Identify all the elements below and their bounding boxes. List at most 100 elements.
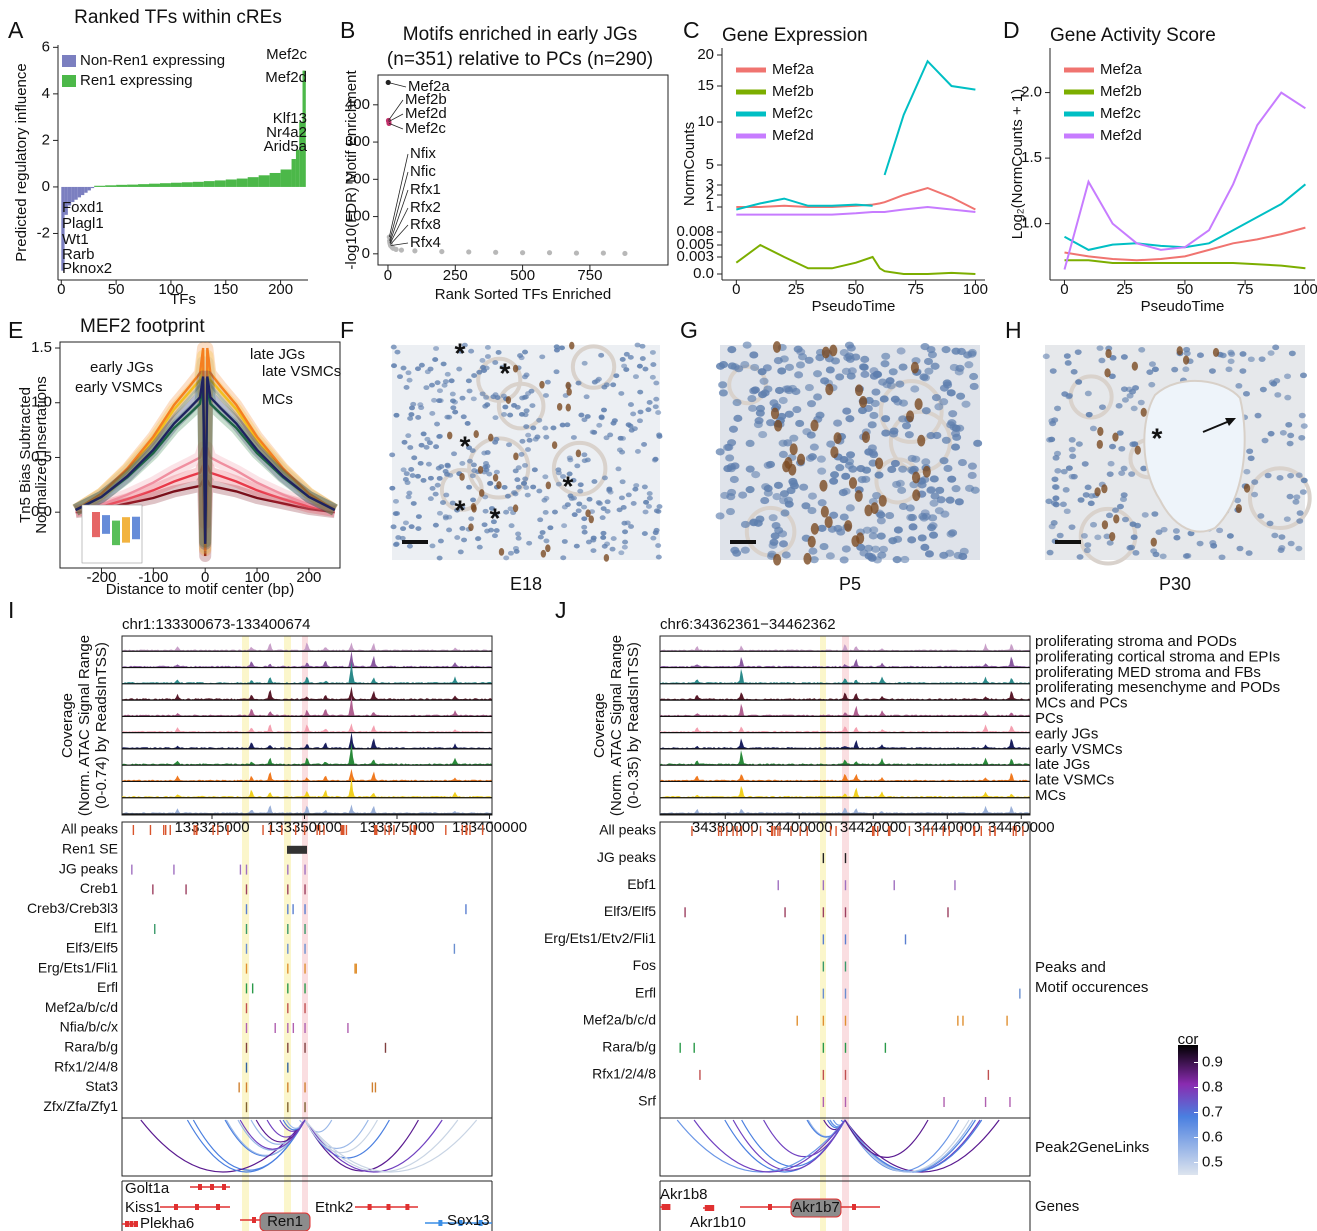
exon xyxy=(852,1204,856,1210)
bar xyxy=(236,178,248,187)
series-label: late JGs xyxy=(250,346,305,363)
gene-label: Sox13 xyxy=(447,1212,490,1229)
nucleus xyxy=(777,412,787,421)
x-tick-label: 100 xyxy=(158,281,183,298)
nucleus xyxy=(931,394,941,402)
y-tick-label: 0.0 xyxy=(31,503,52,520)
nucleus xyxy=(932,431,942,440)
nucleus xyxy=(809,556,819,564)
legend-swatch xyxy=(62,75,76,87)
y-tick-label: 2 xyxy=(706,186,714,203)
nucleus xyxy=(418,362,425,368)
coverage-track xyxy=(122,776,492,798)
stained-cell xyxy=(513,452,519,461)
nucleus xyxy=(1056,532,1064,539)
track-row-label: Zfx/Zfa/Zfy1 xyxy=(43,1098,118,1114)
nucleus xyxy=(465,378,472,384)
nucleus xyxy=(907,466,917,474)
nucleus xyxy=(436,475,443,481)
nucleus xyxy=(727,439,737,447)
nucleus xyxy=(917,481,927,489)
nucleus xyxy=(1070,368,1078,375)
nucleus xyxy=(1051,476,1059,483)
gene-label: Akr1b7 xyxy=(792,1199,840,1216)
nucleus xyxy=(600,506,607,511)
nucleus xyxy=(444,371,451,377)
nucleus xyxy=(872,491,882,500)
nucleus xyxy=(461,537,468,543)
coverage-track xyxy=(122,661,492,684)
stained-cell xyxy=(1096,439,1103,449)
nucleus xyxy=(493,469,500,475)
nucleus xyxy=(839,513,849,521)
y-tick-label: 0.005 xyxy=(676,236,714,253)
nucleus xyxy=(627,402,634,407)
nucleus xyxy=(943,464,953,473)
nucleus xyxy=(898,502,908,511)
stained-cell xyxy=(917,434,926,447)
nucleus xyxy=(1137,399,1145,406)
nucleus xyxy=(440,500,447,505)
nucleus xyxy=(876,532,886,540)
nucleus xyxy=(628,427,635,433)
coverage-frame xyxy=(121,635,493,816)
nucleus xyxy=(734,365,744,373)
coverage-axis-label: (0-0.74) by ReadsInTSS) xyxy=(93,642,110,809)
nucleus xyxy=(493,528,500,533)
nucleus xyxy=(1059,501,1067,508)
nucleus xyxy=(555,481,562,487)
legend-label: Non-Ren1 expressing xyxy=(80,52,225,69)
nucleus xyxy=(779,490,789,498)
legend-label: Mef2b xyxy=(772,83,814,100)
nucleus xyxy=(836,528,846,536)
nucleus xyxy=(1300,477,1308,484)
nucleus xyxy=(860,370,870,378)
nucleus xyxy=(1239,368,1247,374)
nucleus xyxy=(420,431,427,437)
nucleus xyxy=(856,464,866,473)
colorbar-tick-label: 0.9 xyxy=(1202,1053,1223,1070)
nucleus xyxy=(1116,503,1124,510)
nucleus xyxy=(936,496,946,504)
nucleus xyxy=(921,458,931,466)
bar xyxy=(295,149,300,187)
nucleus xyxy=(512,545,519,551)
nucleus xyxy=(784,410,794,418)
nucleus xyxy=(560,474,567,479)
y-tick-label: 0.5 xyxy=(31,448,52,465)
y-axis-label: Normalized Insertations xyxy=(33,376,50,534)
nucleus xyxy=(1106,471,1114,477)
nucleus xyxy=(921,407,931,415)
nucleus xyxy=(530,425,537,431)
nucleus xyxy=(1247,356,1255,363)
nucleus xyxy=(777,367,787,375)
nucleus xyxy=(432,491,439,497)
nucleus xyxy=(841,487,851,495)
track-row-label: Elf3/Elf5 xyxy=(66,940,118,956)
nucleus xyxy=(1062,487,1070,493)
nucleus xyxy=(1173,534,1181,541)
nucleus xyxy=(1218,554,1226,561)
nucleus xyxy=(732,549,742,557)
nucleus xyxy=(627,354,634,360)
nucleus xyxy=(1160,526,1168,533)
region-highlight xyxy=(842,636,849,1231)
nucleus xyxy=(919,514,929,522)
x-tick-label: 200 xyxy=(296,569,321,586)
nucleus xyxy=(946,421,956,429)
nucleus xyxy=(550,425,557,431)
image-label: P30 xyxy=(1159,574,1191,594)
nucleus xyxy=(870,399,880,408)
stained-cell xyxy=(473,430,479,438)
gene-label: Akr1b8 xyxy=(660,1186,708,1203)
nucleus xyxy=(886,382,896,390)
panel-letter: B xyxy=(340,17,355,43)
nucleus xyxy=(1264,472,1272,479)
nucleus xyxy=(483,467,490,473)
bar xyxy=(299,121,303,187)
nucleus xyxy=(719,361,729,369)
nucleus xyxy=(829,511,839,519)
nucleus xyxy=(653,396,660,402)
nucleus xyxy=(1128,471,1136,477)
track-row-label: Erg/Ets1/Fli1 xyxy=(38,959,118,975)
